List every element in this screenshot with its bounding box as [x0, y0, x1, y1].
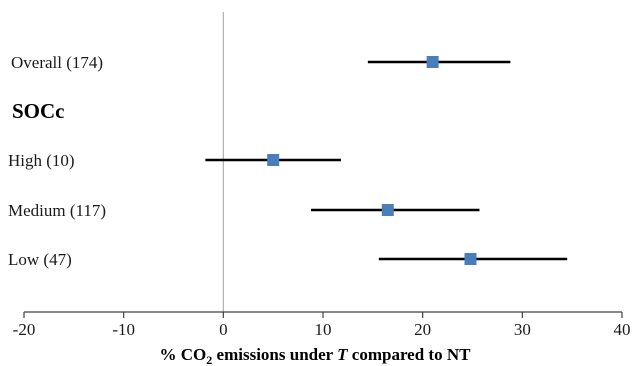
- x-axis-ticks: -20 -10 0 10 20 30 40: [13, 312, 631, 339]
- row-label: Low (47): [8, 250, 72, 269]
- x-tick-label: -10: [112, 320, 135, 339]
- x-tick-label: 20: [414, 320, 431, 339]
- x-axis-label-subscript: 2: [206, 353, 212, 366]
- row-label: Overall (174): [11, 53, 103, 72]
- x-tick-label: 0: [219, 320, 228, 339]
- mean-marker: [267, 154, 280, 166]
- row-label: Medium (117): [8, 201, 106, 220]
- x-tick-label: 40: [614, 320, 631, 339]
- mean-marker: [426, 56, 439, 68]
- x-axis-label: % CO2 emissions under T compared to NT: [160, 345, 472, 366]
- forest-row: Low (47): [8, 250, 568, 269]
- x-axis-label-suffix: compared to NT: [348, 345, 472, 364]
- row-label: High (10): [8, 151, 75, 170]
- mean-marker: [464, 253, 477, 265]
- x-tick-label: 30: [514, 320, 531, 339]
- x-axis-label-prefix: % CO: [160, 345, 207, 364]
- group-header-socc: SOCc: [12, 99, 65, 123]
- x-tick-label: 10: [315, 320, 332, 339]
- x-axis-label-middle: emissions under: [212, 345, 337, 364]
- data-rows: Overall (174) High (10) Medium (117) Low (4…: [8, 53, 568, 269]
- x-tick-label: -20: [13, 320, 36, 339]
- forest-row: Overall (174): [11, 53, 511, 72]
- mean-marker: [381, 204, 394, 216]
- forest-row: High (10): [8, 151, 341, 170]
- x-axis-label-italic: T: [337, 345, 348, 364]
- forest-row: Medium (117): [8, 201, 480, 220]
